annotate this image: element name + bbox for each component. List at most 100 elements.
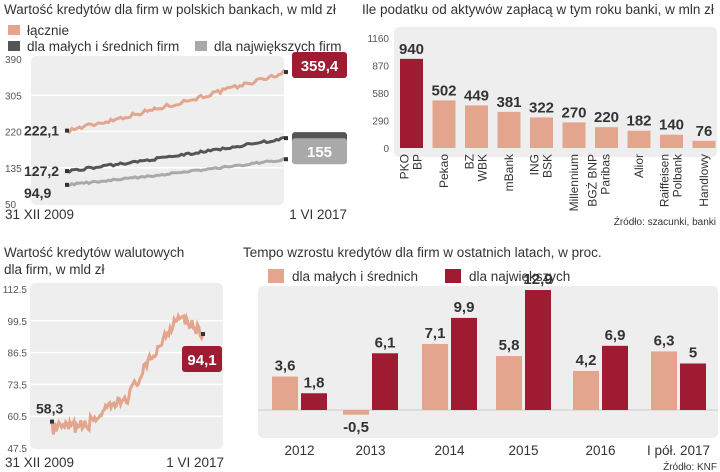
end-value-label: 155	[307, 144, 332, 161]
bar-value-label: 12,9	[523, 271, 552, 288]
legend4-label-large: dla największych	[469, 269, 570, 284]
y-tick-label: 50	[5, 200, 17, 211]
bar-value-label: 182	[626, 113, 651, 130]
bar	[651, 351, 677, 410]
bar-value-label: 6,3	[654, 332, 675, 349]
chart1-x-label-start: 31 XII 2009	[5, 207, 74, 222]
bar-value-label: 1,8	[304, 374, 325, 391]
end-value-box	[182, 346, 222, 373]
chart4-plot-bg	[258, 286, 718, 438]
bar-value-label: -0,5	[343, 419, 369, 436]
y-tick-label: 112.5	[3, 285, 28, 296]
legend4-swatch-sme	[268, 269, 284, 283]
end-marker	[284, 70, 288, 75]
end-marker	[284, 157, 288, 162]
category-label: BZWBK	[463, 154, 490, 181]
bar	[432, 100, 456, 148]
category-label: 2014	[434, 443, 465, 458]
chart1-grid	[31, 94, 284, 169]
bar	[496, 356, 522, 410]
y-tick-label: 0	[383, 144, 389, 155]
bar	[692, 140, 716, 148]
category-label: I pół. 2017	[647, 443, 710, 458]
bar	[400, 58, 423, 148]
bar	[602, 345, 628, 410]
chart1-x-label-end: 1 VI 2017	[289, 207, 347, 222]
chart2-source: Źródło: szacunki, banki	[614, 215, 716, 228]
start-value-label: 127,2	[24, 163, 59, 179]
category-label: 2015	[508, 443, 538, 458]
start-value-label: 58,3	[36, 401, 63, 417]
y-tick-label: 99.5	[8, 317, 28, 328]
end-value-label: 94,1	[187, 352, 216, 369]
bar-value-label: 76	[696, 123, 713, 140]
chart3-title-line2: dla firm, w mld zł	[4, 262, 105, 277]
bar	[595, 127, 618, 148]
legend-swatch-sme	[8, 41, 20, 51]
category-label: Pekao	[437, 154, 451, 188]
bar-value-label: 140	[659, 117, 684, 134]
y-tick-label: 86.5	[8, 349, 28, 360]
category-label: RaiffeisenPolbank	[658, 153, 685, 207]
legend4-label-sme: dla małych i średnich	[292, 269, 418, 284]
chart1-y-axis: 390 305 220 135 50	[5, 55, 22, 211]
bar	[465, 105, 488, 148]
start-value-label: 222,1	[24, 123, 59, 139]
bar	[451, 317, 477, 410]
end-marker	[201, 332, 205, 337]
legend-label-sme: dla małych i średnich firm	[27, 39, 179, 54]
legend4-swatch-large	[445, 269, 461, 283]
bar-value-label: 381	[496, 94, 521, 111]
category-label: Millennium	[567, 154, 581, 211]
series-line	[66, 136, 287, 174]
end-marker	[284, 136, 288, 141]
bar	[562, 122, 586, 148]
start-value-label: 94,9	[24, 185, 51, 201]
start-marker	[65, 182, 69, 187]
y-tick-label: 1160	[367, 34, 389, 45]
y-tick-label: 220	[5, 128, 22, 139]
y-tick-label: 870	[372, 62, 389, 73]
y-tick-label: 305	[5, 91, 22, 102]
series-line	[50, 311, 205, 435]
start-marker	[65, 169, 69, 174]
y-tick-label: 290	[372, 117, 389, 128]
bar	[573, 370, 599, 410]
category-label: 2016	[585, 443, 615, 458]
bar-value-label: 322	[529, 99, 554, 116]
chart4-source: Źródło: KNF	[663, 460, 717, 472]
y-tick-label: 60.5	[8, 412, 28, 423]
bar-value-label: 5,8	[499, 337, 520, 354]
legend-swatch-total	[8, 25, 20, 35]
chart4-bars: 3,6 1,8 2012 -0,5 6,1 2013 7,1 9,9 2014 5,8 12,9 20…	[258, 271, 718, 458]
bar-value-label: 3,6	[275, 358, 296, 375]
category-label: mBank	[502, 153, 516, 191]
bar	[301, 393, 327, 410]
bar-value-label: 449	[464, 87, 489, 104]
bar-value-label: 502	[431, 82, 456, 99]
y-tick-label: 47.5	[8, 444, 28, 455]
end-value-box	[292, 138, 347, 165]
bar	[422, 343, 448, 410]
category-label: PKOBP	[398, 154, 425, 179]
chart3-y-axis: 112.5 99.5 86.5 73.5 60.5 47.5	[3, 285, 28, 455]
bar-value-label: 9,9	[454, 299, 475, 316]
bar-value-label: 7,1	[425, 325, 446, 342]
y-tick-label: 580	[372, 89, 389, 100]
chart1-title: Wartość kredytów dla firm w polskich ban…	[4, 2, 336, 17]
bar-value-label: 270	[561, 104, 586, 121]
bar-value-label: 220	[594, 109, 619, 126]
end-value-box	[292, 52, 347, 79]
category-label: 2012	[284, 443, 314, 458]
bar	[525, 290, 551, 410]
chart3-title-line1: Wartość kredytów walutowych	[4, 245, 184, 260]
chart3-x-label-start: 31 XII 2009	[5, 455, 74, 470]
category-label: Handlowy	[697, 154, 711, 207]
bar-value-label: 940	[399, 41, 424, 58]
bar	[680, 363, 706, 410]
legend-swatch-large	[195, 41, 207, 51]
category-label: INGBSK	[528, 154, 555, 178]
legend-label-total: łącznie	[27, 23, 69, 38]
y-tick-label: 73.5	[8, 380, 28, 391]
